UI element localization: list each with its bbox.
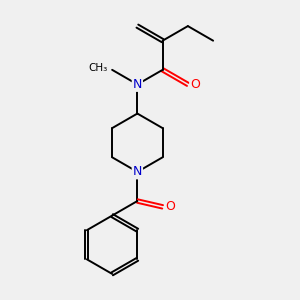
Text: O: O [190, 78, 200, 91]
Text: O: O [165, 200, 175, 213]
Text: N: N [133, 165, 142, 178]
Text: CH₃: CH₃ [88, 63, 108, 74]
Text: N: N [133, 78, 142, 91]
